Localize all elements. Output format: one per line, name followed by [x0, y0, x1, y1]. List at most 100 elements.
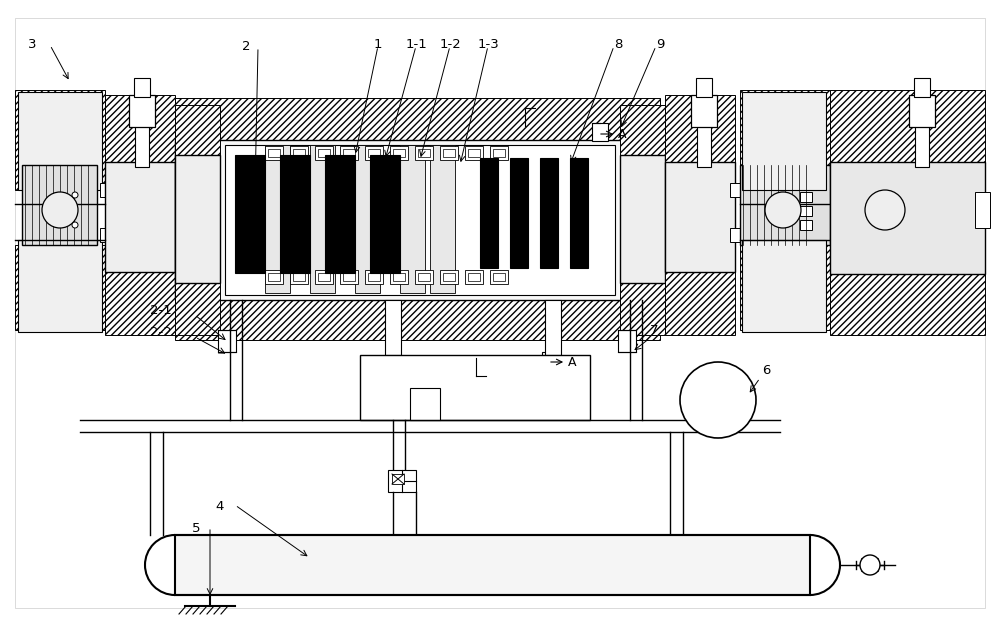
- Circle shape: [860, 555, 880, 575]
- Bar: [100, 183, 112, 197]
- Text: 9: 9: [656, 38, 664, 51]
- Bar: [691, 95, 717, 127]
- Bar: [620, 105, 665, 335]
- Bar: [368, 149, 380, 157]
- Bar: [175, 140, 660, 300]
- Bar: [665, 245, 735, 335]
- Bar: [392, 474, 404, 484]
- Bar: [468, 149, 480, 157]
- Bar: [265, 270, 283, 284]
- Text: 1-3: 1-3: [477, 38, 499, 51]
- Bar: [410, 388, 440, 420]
- Bar: [443, 273, 455, 281]
- Circle shape: [42, 192, 78, 228]
- Bar: [418, 273, 430, 281]
- Bar: [310, 145, 335, 293]
- Bar: [618, 330, 636, 352]
- Bar: [393, 149, 405, 157]
- Bar: [343, 149, 355, 157]
- Bar: [430, 145, 455, 293]
- Bar: [315, 146, 333, 160]
- Bar: [468, 273, 480, 281]
- Bar: [134, 78, 150, 97]
- Bar: [293, 273, 305, 281]
- Text: A: A: [568, 355, 576, 368]
- Bar: [280, 155, 310, 273]
- Bar: [15, 245, 105, 330]
- Bar: [740, 90, 830, 190]
- Text: 8: 8: [614, 38, 622, 51]
- Bar: [465, 146, 483, 160]
- Bar: [325, 155, 355, 273]
- Text: A: A: [618, 127, 626, 140]
- Bar: [15, 90, 105, 190]
- Bar: [290, 270, 308, 284]
- Bar: [490, 270, 508, 284]
- Bar: [540, 158, 558, 268]
- Bar: [440, 146, 458, 160]
- Text: 1: 1: [374, 38, 382, 51]
- Bar: [665, 162, 735, 272]
- Bar: [175, 105, 220, 335]
- Bar: [914, 78, 930, 97]
- Bar: [742, 240, 826, 332]
- Bar: [293, 149, 305, 157]
- Bar: [665, 95, 735, 185]
- Bar: [218, 330, 236, 352]
- Bar: [740, 165, 830, 245]
- Bar: [415, 146, 433, 160]
- Bar: [909, 95, 935, 127]
- Bar: [318, 149, 330, 157]
- Bar: [365, 146, 383, 160]
- Circle shape: [680, 362, 756, 438]
- Bar: [105, 162, 175, 272]
- Bar: [175, 155, 220, 283]
- Bar: [370, 155, 400, 273]
- Bar: [340, 270, 358, 284]
- Bar: [730, 183, 742, 197]
- Bar: [975, 192, 990, 228]
- Circle shape: [72, 192, 78, 198]
- Bar: [510, 158, 528, 268]
- Bar: [800, 192, 812, 202]
- Text: 1-2: 1-2: [439, 38, 461, 51]
- Bar: [135, 125, 149, 167]
- Text: 5: 5: [192, 522, 200, 535]
- Bar: [268, 149, 280, 157]
- Bar: [175, 535, 810, 595]
- Bar: [318, 273, 330, 281]
- Bar: [830, 90, 985, 190]
- Bar: [315, 270, 333, 284]
- Bar: [225, 145, 615, 295]
- Bar: [915, 125, 929, 167]
- Bar: [696, 78, 712, 97]
- Text: 4: 4: [215, 500, 223, 513]
- Bar: [480, 158, 498, 268]
- Bar: [740, 245, 830, 330]
- Bar: [355, 145, 380, 293]
- Text: 3: 3: [28, 38, 36, 51]
- Bar: [368, 273, 380, 281]
- Bar: [443, 149, 455, 157]
- Bar: [105, 245, 175, 335]
- Bar: [440, 270, 458, 284]
- Bar: [620, 155, 665, 283]
- Bar: [265, 145, 290, 293]
- Bar: [742, 92, 826, 190]
- Bar: [592, 123, 608, 141]
- Bar: [697, 125, 711, 167]
- Bar: [800, 206, 812, 216]
- Bar: [393, 273, 405, 281]
- Bar: [365, 270, 383, 284]
- Text: 2-1: 2-1: [150, 304, 172, 317]
- Bar: [22, 165, 97, 245]
- Bar: [175, 298, 660, 340]
- Bar: [493, 273, 505, 281]
- Bar: [265, 146, 283, 160]
- Bar: [415, 270, 433, 284]
- Bar: [18, 240, 102, 332]
- Circle shape: [765, 192, 801, 228]
- Bar: [830, 162, 985, 274]
- Circle shape: [72, 222, 78, 228]
- Bar: [465, 270, 483, 284]
